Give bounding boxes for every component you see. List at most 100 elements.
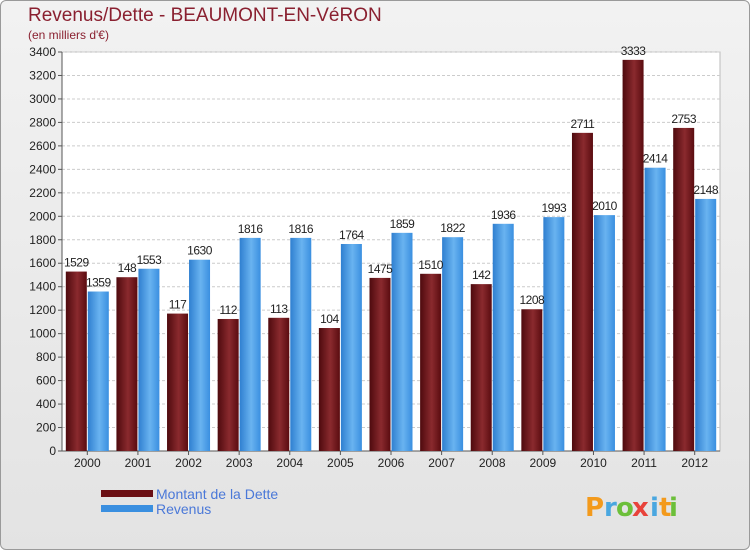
x-tick-label: 2005 (327, 456, 354, 470)
legend-label-revenus: Revenus (156, 501, 212, 517)
bar-revenus (543, 217, 565, 451)
data-label-revenus: 1822 (440, 221, 466, 235)
bar-dette (622, 59, 644, 452)
bar-revenus (593, 215, 615, 451)
bar-revenus (391, 232, 413, 451)
bar-revenus (138, 268, 160, 451)
bar-dette (369, 277, 391, 451)
data-label-dette: 148 (118, 261, 137, 275)
legend-label-debt: Montant de la Dette (156, 486, 279, 502)
x-tick-label: 2000 (74, 456, 101, 470)
legend-swatch-revenus (101, 505, 153, 512)
y-tick-label: 800 (36, 350, 56, 364)
logo-letter: P (585, 493, 604, 523)
y-tick-label: 2800 (29, 115, 56, 129)
y-tick-label: 1400 (29, 280, 56, 294)
y-tick-label: 1600 (29, 256, 56, 270)
data-label-dette: 1529 (64, 256, 90, 270)
y-tick-label: 1800 (29, 233, 56, 247)
bar-chart: 0 200 400 600 800 1000 1200 1400 1600 1800 2000 220… (29, 44, 721, 470)
bar-dette (65, 271, 87, 451)
y-tick-label: 600 (36, 374, 56, 388)
data-label-dette: 104 (320, 312, 339, 326)
bar-dette (470, 284, 492, 451)
bar-dette (116, 277, 138, 451)
data-label-revenus: 2414 (643, 152, 669, 166)
x-tick-label: 2003 (226, 456, 253, 470)
data-label-dette: 2711 (571, 117, 596, 131)
data-label-revenus: 1630 (187, 244, 213, 258)
data-label-revenus: 1816 (288, 222, 314, 236)
y-tick-label: 2200 (29, 186, 56, 200)
data-label-dette: 3333 (621, 44, 647, 58)
y-tick-label: 2600 (29, 139, 56, 153)
bar-revenus (492, 223, 514, 451)
y-tick-label: 1000 (29, 327, 56, 341)
bar-revenus (340, 243, 362, 451)
bar-revenus (442, 237, 464, 451)
chart-subtitle: (en milliers d'€) (28, 28, 109, 42)
data-label-revenus: 1553 (137, 253, 163, 267)
data-label-dette: 117 (169, 298, 187, 312)
x-tick-label: 2002 (175, 456, 202, 470)
data-label-dette: 1475 (368, 262, 394, 276)
x-tick-label: 2006 (378, 456, 405, 470)
logo-letter: o (616, 493, 634, 523)
bar-dette (318, 328, 340, 451)
y-tick-label: 2000 (29, 209, 56, 223)
logo-letter: t (659, 493, 671, 523)
y-tick-label: 200 (36, 421, 56, 435)
x-tick-label: 2009 (529, 456, 556, 470)
y-tick-label: 1200 (29, 303, 56, 317)
data-label-revenus: 2010 (592, 199, 618, 213)
data-label-revenus: 1936 (491, 208, 517, 222)
bar-revenus (239, 237, 261, 451)
y-tick-label: 3400 (29, 45, 56, 59)
data-label-dette: 113 (270, 302, 288, 316)
data-label-revenus: 1816 (238, 222, 264, 236)
bar-dette (268, 317, 290, 451)
logo-letter: i (650, 493, 659, 523)
data-label-dette: 1208 (519, 293, 545, 307)
bar-revenus (189, 259, 211, 451)
data-label-dette: 1510 (418, 258, 444, 272)
x-tick-label: 2012 (681, 456, 708, 470)
logo-letter: r (604, 493, 617, 523)
bar-dette (420, 273, 442, 451)
data-label-dette: 112 (219, 303, 237, 317)
x-tick-label: 2004 (276, 456, 303, 470)
bar-dette (571, 132, 593, 451)
bar-revenus (290, 237, 312, 451)
x-tick-label: 2011 (631, 456, 657, 470)
x-tick-label: 2010 (580, 456, 607, 470)
data-label-dette: 142 (472, 268, 491, 282)
data-label-revenus: 1359 (86, 276, 112, 290)
data-label-revenus: 1859 (390, 217, 416, 231)
logo-letter: i (669, 493, 678, 523)
bar-revenus (695, 198, 717, 451)
data-label-revenus: 1993 (541, 201, 567, 215)
data-label-dette: 2753 (671, 112, 697, 126)
x-tick-label: 2001 (125, 456, 152, 470)
plot-area (61, 51, 721, 452)
y-tick-label: 3000 (29, 92, 56, 106)
bar-dette (217, 318, 239, 451)
legend-swatch-debt (101, 490, 153, 497)
bar-revenus (644, 167, 666, 451)
logo-letter: x (632, 493, 649, 523)
y-tick-label: 400 (36, 397, 56, 411)
bar-revenus (87, 291, 109, 451)
data-label-revenus: 2148 (693, 183, 719, 197)
x-tick-label: 2007 (428, 456, 455, 470)
bar-dette (521, 309, 543, 451)
data-label-revenus: 1764 (339, 228, 365, 242)
y-tick-label: 0 (49, 444, 56, 458)
bar-dette (167, 313, 189, 451)
bar-dette (673, 127, 695, 451)
chart-title: Revenus/Dette - BEAUMONT-EN-VéRON (28, 5, 382, 26)
x-tick-label: 2008 (479, 456, 506, 470)
y-tick-label: 3200 (29, 68, 56, 82)
y-tick-label: 2400 (29, 162, 56, 176)
